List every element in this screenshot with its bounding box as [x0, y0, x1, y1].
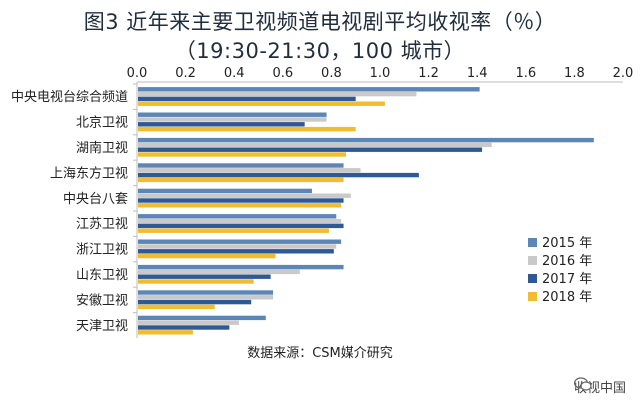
bar [138, 117, 327, 122]
x-tick-label: 0.0 [127, 66, 148, 81]
legend-swatch [528, 238, 537, 247]
x-tick-label: 2.0 [613, 66, 634, 81]
bar [138, 203, 342, 208]
category-label: 中央电视台综合频道 [11, 90, 128, 105]
bar [138, 142, 492, 148]
data-source-note: 数据来源：CSM媒介研究 [247, 346, 393, 361]
bar [138, 112, 327, 117]
wechat-icon [573, 377, 592, 391]
bar [138, 172, 419, 178]
bar [138, 239, 342, 244]
bar [138, 126, 356, 132]
category-label: 湖南卫视 [76, 140, 128, 156]
bar [138, 96, 356, 102]
bar [138, 87, 480, 92]
bar [138, 320, 240, 325]
category-label: 浙江卫视 [76, 243, 128, 258]
bar [138, 168, 361, 173]
bar [138, 253, 276, 259]
bar [138, 122, 305, 127]
bar [138, 91, 417, 97]
legend-swatch [528, 256, 537, 265]
x-tick-label: 1.2 [418, 66, 439, 81]
category-label: 上海东方卫视 [50, 165, 128, 181]
x-tick-label: 0.4 [224, 66, 245, 81]
category-label: 中央台八套 [63, 191, 128, 207]
bar [138, 290, 274, 295]
chart-subtitle: （19:30-21:30，100 城市） [174, 39, 466, 63]
bar [138, 214, 337, 219]
category-label: 天津卫视 [76, 319, 128, 334]
category-label: 北京卫视 [76, 116, 128, 131]
x-tick-label: 1.0 [370, 66, 391, 81]
bar [138, 244, 337, 249]
bar [138, 264, 344, 270]
bar [138, 304, 215, 310]
bar [138, 299, 252, 305]
bar [138, 188, 312, 194]
bar [138, 137, 594, 143]
legend-label: 2016 年 [542, 254, 592, 269]
x-tick-label: 0.8 [321, 66, 342, 81]
bar [138, 249, 334, 254]
bar [138, 279, 254, 284]
x-tick-label: 1.6 [515, 66, 536, 81]
chart-title: 图3 近年来主要卫视频道电视剧平均收视率（％） [83, 10, 557, 34]
legend-label: 2018 年 [542, 290, 592, 305]
bar [138, 325, 230, 330]
legend-swatch [528, 274, 537, 283]
bar [138, 274, 271, 279]
bar [138, 330, 193, 335]
bar [138, 223, 344, 229]
bar [138, 101, 385, 106]
bar [138, 269, 300, 275]
bar [138, 295, 274, 300]
legend-swatch [528, 292, 537, 301]
category-label: 安徽卫视 [76, 293, 128, 308]
bar [138, 152, 346, 157]
bar [138, 218, 342, 224]
bar [138, 147, 483, 152]
category-label: 山东卫视 [76, 268, 128, 283]
legend-label: 2015 年 [542, 236, 592, 251]
x-tick-label: 0.2 [175, 66, 196, 81]
x-tick-label: 1.4 [467, 66, 488, 81]
x-tick-label: 0.6 [272, 66, 293, 81]
category-label: 江苏卫视 [76, 216, 128, 232]
bar [138, 177, 344, 183]
bar [138, 163, 344, 168]
bar [138, 315, 266, 321]
legend-label: 2017 年 [542, 272, 592, 287]
bar [138, 198, 344, 203]
bar [138, 193, 351, 198]
bar [138, 228, 329, 233]
x-tick-label: 1.8 [564, 66, 585, 81]
watermark: 收视中国 [573, 377, 626, 396]
